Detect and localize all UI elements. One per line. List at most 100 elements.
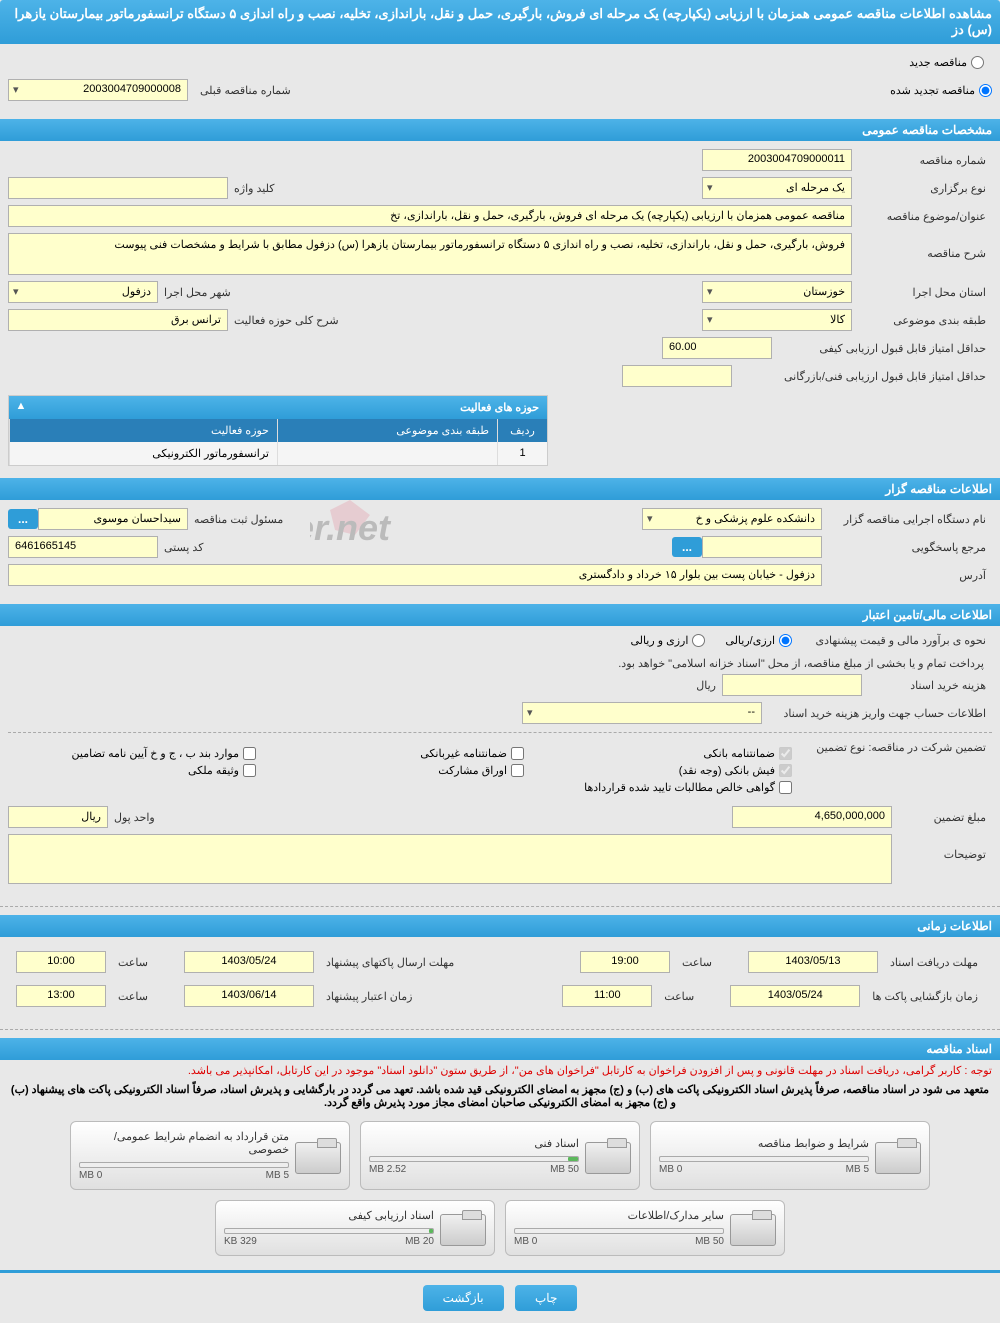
tender-number-label: شماره مناقصه — [852, 154, 992, 167]
receive-time-label: ساعت — [676, 956, 718, 969]
doc-used: 0 MB — [659, 1164, 682, 1175]
col-idx: ردیف — [497, 419, 547, 442]
doc-max: 5 MB — [846, 1164, 869, 1175]
print-button[interactable]: چاپ — [515, 1285, 577, 1311]
send-time-field: 10:00 — [16, 951, 106, 973]
notes-field[interactable] — [8, 834, 892, 884]
address-field[interactable]: دزفول - خیابان پست بین بلوار ۱۵ خرداد و … — [8, 564, 822, 586]
folder-icon — [732, 1210, 776, 1246]
doc-box[interactable]: اسناد ارزیابی کیفی 20 MB329 KB — [215, 1200, 495, 1256]
validity-label: زمان اعتبار پیشنهاد — [320, 990, 419, 1003]
currency-field: ریال — [8, 806, 108, 828]
buy-cost-unit: ریال — [690, 679, 722, 692]
guarantee-type-label: تضمین شرکت در مناقصه: نوع تضمین — [792, 741, 992, 754]
min-tech-label: حداقل امتیاز قابل قبول ارزیابی فنی/بازرگ… — [732, 370, 992, 383]
province-select[interactable]: خوزستان — [702, 281, 852, 303]
tender-number-field: 2003004709000011 — [702, 149, 852, 171]
address-label: آدرس — [822, 569, 992, 582]
min-quality-field[interactable]: 60.00 — [662, 337, 772, 359]
keyword-label: کلید واژه — [228, 182, 280, 195]
registrar-lookup-button[interactable]: ... — [8, 509, 38, 529]
section-general: مشخصات مناقصه عمومی — [0, 119, 1000, 141]
chk-property[interactable]: وثیقه ملکی — [26, 764, 256, 777]
responder-field[interactable] — [702, 536, 822, 558]
notes-label: توضیحات — [892, 834, 992, 861]
doc-title: شرایط و ضوابط مناقصه — [659, 1137, 869, 1150]
desc-field[interactable]: فروش، بارگیری، حمل و نقل، باراندازی، تخل… — [8, 233, 852, 275]
section-docs: اسناد مناقصه — [0, 1038, 1000, 1060]
chk-bond[interactable]: موارد بند ب ، ج و خ آیین نامه تضامین — [26, 747, 256, 760]
send-deadline-label: مهلت ارسال پاکتهای پیشنهاد — [320, 956, 460, 969]
amount-field[interactable]: 4,650,000,000 — [732, 806, 892, 828]
payment-note: پرداخت تمام و یا بخشی از مبلغ مناقصه، از… — [8, 653, 992, 674]
validity-date-field: 1403/06/14 — [184, 985, 314, 1007]
collapse-icon[interactable]: ▲ — [9, 396, 33, 419]
chk-nonbank[interactable]: ضمانتنامه غیربانکی — [294, 747, 524, 760]
table-row: 1 ترانسفورماتور الکترونیکی — [9, 442, 547, 465]
responder-lookup-button[interactable]: ... — [672, 537, 702, 557]
receive-deadline-label: مهلت دریافت اسناد — [884, 956, 984, 969]
radio-rial-fx[interactable]: ارزی/ریالی — [725, 634, 792, 647]
open-date-field: 1403/05/24 — [730, 985, 860, 1007]
prev-number-select[interactable]: 2003004709000008 — [8, 79, 188, 101]
registrar-label: مسئول ثبت مناقصه — [188, 513, 289, 526]
category-select[interactable]: کالا — [702, 309, 852, 331]
chk-certificate[interactable]: گواهی خالص مطالبات تایید شده قراردادها — [562, 781, 792, 794]
send-time-label: ساعت — [112, 956, 154, 969]
doc-title: متن قرارداد به انضمام شرایط عمومی/خصوصی — [79, 1130, 289, 1156]
folder-icon — [442, 1210, 486, 1246]
folder-icon — [587, 1138, 631, 1174]
doc-box[interactable]: اسناد فنی 50 MB 2.52 MB — [360, 1121, 640, 1190]
doc-box[interactable]: متن قرارداد به انضمام شرایط عمومی/خصوصی … — [70, 1121, 350, 1190]
province-label: استان محل اجرا — [852, 286, 992, 299]
currency-label: واحد پول — [108, 811, 161, 824]
chk-securities[interactable]: اوراق مشارکت — [294, 764, 524, 777]
radio-renewed-tender[interactable]: مناقصه تجدید شده — [890, 84, 992, 97]
keyword-field[interactable] — [8, 177, 228, 199]
chk-bank-guarantee[interactable]: ضمانتنامه بانکی — [562, 747, 792, 760]
account-label: اطلاعات حساب جهت واریز هزینه خرید اسناد — [762, 707, 992, 720]
page-title: مشاهده اطلاعات مناقصه عمومی همزمان با ار… — [0, 0, 1000, 44]
doc-max: 50 MB — [550, 1164, 579, 1175]
doc-max: 5 MB — [266, 1170, 289, 1181]
org-label: نام دستگاه اجرایی مناقصه گزار — [822, 513, 992, 526]
postal-label: کد پستی — [158, 541, 209, 554]
registrar-field: سیداحسان موسوی — [38, 508, 188, 530]
org-select[interactable]: دانشکده علوم پزشکی و خ — [642, 508, 822, 530]
folder-icon — [877, 1138, 921, 1174]
buy-cost-label: هزینه خرید اسناد — [862, 679, 992, 692]
min-tech-field[interactable] — [622, 365, 732, 387]
validity-time-label: ساعت — [112, 990, 154, 1003]
subject-label: عنوان/موضوع مناقصه — [852, 210, 992, 223]
subject-field[interactable]: مناقصه عمومی همزمان با ارزیابی (یکپارچه)… — [8, 205, 852, 227]
open-time-field: 11:00 — [562, 985, 652, 1007]
category-label: طبقه بندی موضوعی — [852, 314, 992, 327]
col-domain: حوزه فعالیت — [9, 419, 277, 442]
doc-title: اسناد فنی — [369, 1137, 579, 1150]
section-financial: اطلاعات مالی/تامین اعتبار — [0, 604, 1000, 626]
back-button[interactable]: بازگشت — [423, 1285, 504, 1311]
col-subject: طبقه بندی موضوعی — [277, 419, 497, 442]
radio-new-tender[interactable]: مناقصه جدید — [909, 56, 984, 69]
activity-desc-label: شرح کلی حوزه فعالیت — [228, 314, 345, 327]
validity-time-field: 13:00 — [16, 985, 106, 1007]
open-label: زمان بازگشایی پاکت ها — [866, 990, 984, 1003]
doc-used: 2.52 MB — [369, 1164, 406, 1175]
account-select[interactable]: -- — [522, 702, 762, 724]
doc-box[interactable]: شرایط و ضوابط مناقصه 5 MB 0 MB — [650, 1121, 930, 1190]
doc-box[interactable]: سایر مدارک/اطلاعات 50 MB0 MB — [505, 1200, 785, 1256]
receive-time-field: 19:00 — [580, 951, 670, 973]
section-time: اطلاعات زمانی — [0, 915, 1000, 937]
city-select[interactable]: دزفول — [8, 281, 158, 303]
activity-desc-field[interactable]: ترانس برق — [8, 309, 228, 331]
doc-used: 329 KB — [224, 1236, 257, 1247]
docs-note-1: توجه : کاربر گرامی، دریافت اسناد در مهلت… — [0, 1060, 1000, 1081]
desc-label: شرح مناقصه — [852, 233, 992, 260]
holding-type-select[interactable]: یک مرحله ای — [702, 177, 852, 199]
buy-cost-field[interactable] — [722, 674, 862, 696]
chk-bank-receipt[interactable]: فیش بانکی (وجه نقد) — [562, 764, 792, 777]
city-label: شهر محل اجرا — [158, 286, 237, 299]
radio-rial[interactable]: ارزی و ریالی — [630, 634, 705, 647]
doc-title: اسناد ارزیابی کیفی — [224, 1209, 434, 1222]
open-time-label: ساعت — [658, 990, 700, 1003]
